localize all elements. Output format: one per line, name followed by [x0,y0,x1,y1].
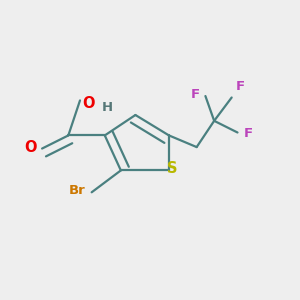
Text: F: F [244,128,253,140]
Text: H: H [102,101,113,114]
Text: O: O [24,140,37,154]
Text: O: O [82,96,95,111]
Text: F: F [236,80,245,93]
Text: F: F [191,88,200,101]
Text: S: S [167,161,178,176]
Text: Br: Br [68,184,85,197]
